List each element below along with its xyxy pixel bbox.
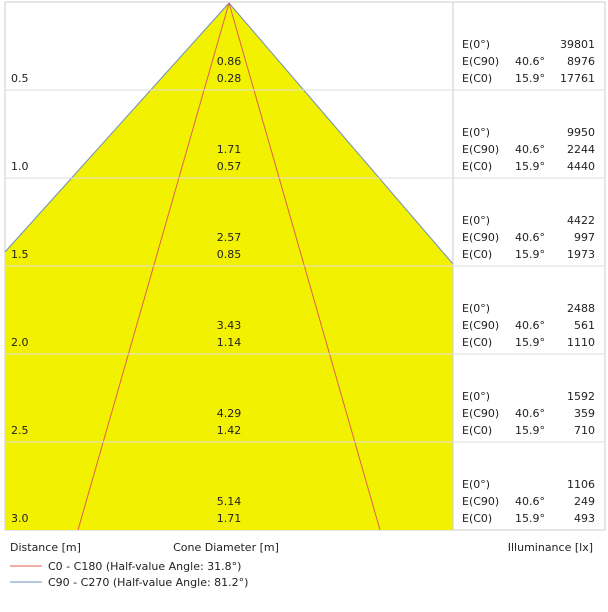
label-e-c0: E(C0)	[462, 424, 492, 437]
angle-c90: 40.6°	[515, 319, 545, 332]
c90-edge	[4, 2, 230, 253]
footer-distance: Distance [m]	[10, 541, 81, 554]
footer-diameter: Cone Diameter [m]	[173, 541, 279, 554]
c90-edge	[228, 2, 454, 265]
label-e-c0: E(C0)	[462, 160, 492, 173]
label-e0: E(0°)	[462, 302, 490, 315]
distance: 2.5	[11, 424, 29, 437]
value-e0: 9950	[567, 126, 595, 139]
angle-c90: 40.6°	[515, 143, 545, 156]
value-e0: 1592	[567, 390, 595, 403]
angle-c0: 15.9°	[515, 248, 545, 261]
angle-c90: 40.6°	[515, 407, 545, 420]
label-e-c90: E(C90)	[462, 143, 499, 156]
label-e-c90: E(C90)	[462, 407, 499, 420]
value-e-c0: 1973	[567, 248, 595, 261]
angle-c0: 15.9°	[515, 424, 545, 437]
angle-c0: 15.9°	[515, 512, 545, 525]
value-e-c90: 2244	[567, 143, 595, 156]
label-e0: E(0°)	[462, 126, 490, 139]
angle-c90: 40.6°	[515, 231, 545, 244]
value-e-c90: 561	[574, 319, 595, 332]
label-e0: E(0°)	[462, 478, 490, 491]
label-e-c90: E(C90)	[462, 319, 499, 332]
value-e-c90: 997	[574, 231, 595, 244]
angle-c90: 40.6°	[515, 495, 545, 508]
legend-entry: C0 - C180 (Half-value Angle: 31.8°)	[48, 560, 241, 573]
value-e-c90: 359	[574, 407, 595, 420]
diameter-c0: 1.42	[217, 424, 242, 437]
diameter-c0: 1.14	[217, 336, 242, 349]
diameter-c90: 0.86	[217, 55, 242, 68]
value-e-c0: 17761	[560, 72, 595, 85]
value-e-c90: 8976	[567, 55, 595, 68]
distance: 1.5	[11, 248, 29, 261]
value-e-c90: 249	[574, 495, 595, 508]
value-e0: 2488	[567, 302, 595, 315]
value-e-c0: 493	[574, 512, 595, 525]
label-e-c0: E(C0)	[462, 72, 492, 85]
value-e-c0: 1110	[567, 336, 595, 349]
footer-illuminance: Illuminance [lx]	[508, 541, 593, 554]
angle-c90: 40.6°	[515, 55, 545, 68]
value-e-c0: 4440	[567, 160, 595, 173]
value-e-c0: 710	[574, 424, 595, 437]
distance: 1.0	[11, 160, 29, 173]
diameter-c0: 0.85	[217, 248, 242, 261]
diameter-c0: 0.57	[217, 160, 242, 173]
label-e-c0: E(C0)	[462, 512, 492, 525]
diameter-c90: 3.43	[217, 319, 242, 332]
label-e0: E(0°)	[462, 390, 490, 403]
angle-c0: 15.9°	[515, 160, 545, 173]
diameter-c90: 5.14	[217, 495, 242, 508]
angle-c0: 15.9°	[515, 336, 545, 349]
distance: 0.5	[11, 72, 29, 85]
diameter-c90: 4.29	[217, 407, 242, 420]
diameter-c90: 2.57	[217, 231, 242, 244]
diameter-c0: 1.71	[217, 512, 242, 525]
label-e0: E(0°)	[462, 38, 490, 51]
angle-c0: 15.9°	[515, 72, 545, 85]
label-e-c90: E(C90)	[462, 495, 499, 508]
label-e0: E(0°)	[462, 214, 490, 227]
diameter-c90: 1.71	[217, 143, 242, 156]
value-e0: 4422	[567, 214, 595, 227]
distance: 3.0	[11, 512, 29, 525]
value-e0: 39801	[560, 38, 595, 51]
label-e-c0: E(C0)	[462, 336, 492, 349]
distance: 2.0	[11, 336, 29, 349]
legend-entry: C90 - C270 (Half-value Angle: 81.2°)	[48, 576, 248, 589]
label-e-c0: E(C0)	[462, 248, 492, 261]
label-e-c90: E(C90)	[462, 231, 499, 244]
diameter-c0: 0.28	[217, 72, 242, 85]
label-e-c90: E(C90)	[462, 55, 499, 68]
value-e0: 1106	[567, 478, 595, 491]
